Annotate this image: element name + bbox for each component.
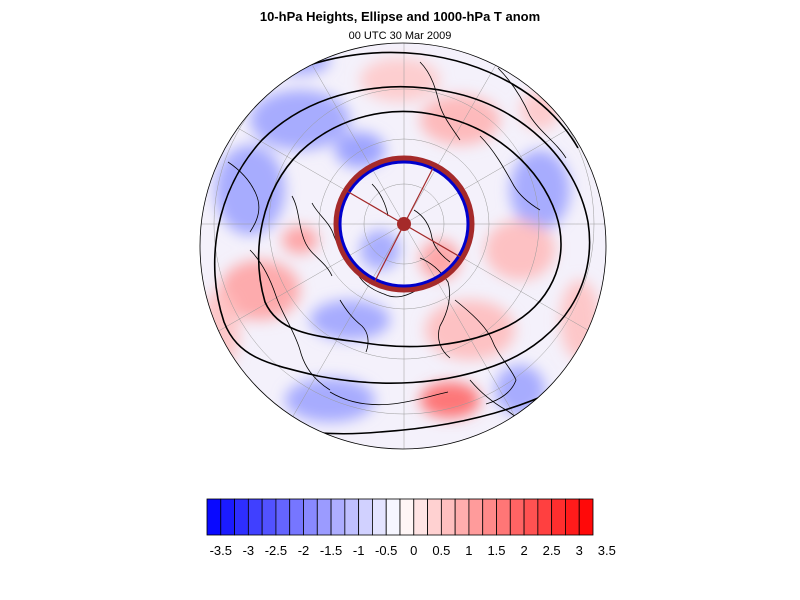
meridian-line bbox=[403, 43, 535, 225]
colorbar-box bbox=[344, 498, 360, 536]
anomaly-region bbox=[250, 90, 350, 150]
anomaly-region bbox=[335, 132, 385, 168]
anomaly-region bbox=[360, 230, 400, 270]
anomaly-region bbox=[485, 220, 555, 280]
colorbar-box bbox=[413, 498, 428, 536]
anomaly-region bbox=[310, 300, 390, 340]
colorbar-box bbox=[289, 498, 304, 536]
ellipse-center bbox=[397, 217, 411, 231]
colorbar-box bbox=[330, 498, 346, 536]
map-boundary bbox=[199, 42, 607, 450]
colorbar-tick-label: -3.5 bbox=[210, 543, 232, 558]
colorbar-tick-label: 0 bbox=[410, 543, 417, 558]
colorbar-box bbox=[427, 498, 442, 536]
colorbar-box bbox=[275, 498, 291, 536]
colorbar-box bbox=[509, 498, 525, 536]
colorbar-box bbox=[496, 498, 511, 536]
colorbar-tick-label: 2 bbox=[520, 543, 527, 558]
colorbar-tick-label: 1 bbox=[465, 543, 472, 558]
colorbar-box bbox=[537, 498, 553, 536]
colorbar-tick-label: -0.5 bbox=[375, 543, 397, 558]
colorbar-box bbox=[482, 498, 497, 536]
colorbar-box bbox=[316, 498, 332, 536]
colorbar-tick-label: -2.5 bbox=[265, 543, 287, 558]
colorbar-tick-label: 3 bbox=[576, 543, 583, 558]
colorbar-box bbox=[565, 498, 580, 536]
colorbar-box bbox=[220, 498, 235, 536]
colorbar-tick-label: 0.5 bbox=[432, 543, 450, 558]
colorbar-box bbox=[358, 498, 373, 536]
map-title: 10-hPa Heights, Ellipse and 1000-hPa T a… bbox=[259, 9, 541, 24]
colorbar-box bbox=[206, 498, 222, 536]
colorbar-tick-label: -2 bbox=[298, 543, 310, 558]
anomaly-region bbox=[285, 378, 375, 422]
anomaly-region bbox=[215, 145, 285, 235]
meridian-line bbox=[273, 43, 405, 225]
colorbar-box bbox=[303, 498, 318, 536]
colorbar-tick-label: -1 bbox=[353, 543, 365, 558]
coastlines bbox=[227, 61, 567, 435]
colorbar-box bbox=[578, 498, 594, 536]
colorbar-labels: -3.5 -3 -2.5 -2 -1.5 -1 -0.5 0 0.5 1 1.5 2 2.5 3 3.5 bbox=[210, 543, 616, 558]
colorbar-box bbox=[440, 498, 456, 536]
colorbar-tick-label: 3.5 bbox=[598, 543, 616, 558]
colorbar-tick-label: -1.5 bbox=[320, 543, 342, 558]
colorbar-box bbox=[399, 498, 415, 536]
colorbar-box bbox=[551, 498, 566, 536]
colorbar-tick-label: 1.5 bbox=[487, 543, 505, 558]
anomaly-region bbox=[420, 95, 500, 145]
colorbar-box bbox=[247, 498, 263, 536]
meridian-line bbox=[273, 223, 405, 449]
colorbar-box bbox=[468, 498, 484, 536]
colorbar-box bbox=[523, 498, 539, 536]
colorbar-box bbox=[261, 498, 277, 536]
colorbar-tick-label: -3 bbox=[243, 543, 255, 558]
colorbar-box bbox=[234, 498, 249, 536]
colorbar-box bbox=[454, 498, 470, 536]
map-subtitle: 00 UTC 30 Mar 2009 bbox=[348, 30, 452, 42]
meridian-line bbox=[403, 223, 535, 449]
colorbar-tick-label: 2.5 bbox=[543, 543, 561, 558]
colorbar-box bbox=[385, 498, 401, 536]
anomaly-region bbox=[425, 300, 515, 360]
anomaly-region bbox=[420, 382, 480, 418]
colorbar-box bbox=[372, 498, 387, 536]
temperature-anomaly-field bbox=[200, 43, 606, 449]
anomaly-region bbox=[282, 226, 318, 254]
vortex-ellipse bbox=[333, 155, 475, 293]
colorbar-boxes bbox=[206, 498, 594, 536]
